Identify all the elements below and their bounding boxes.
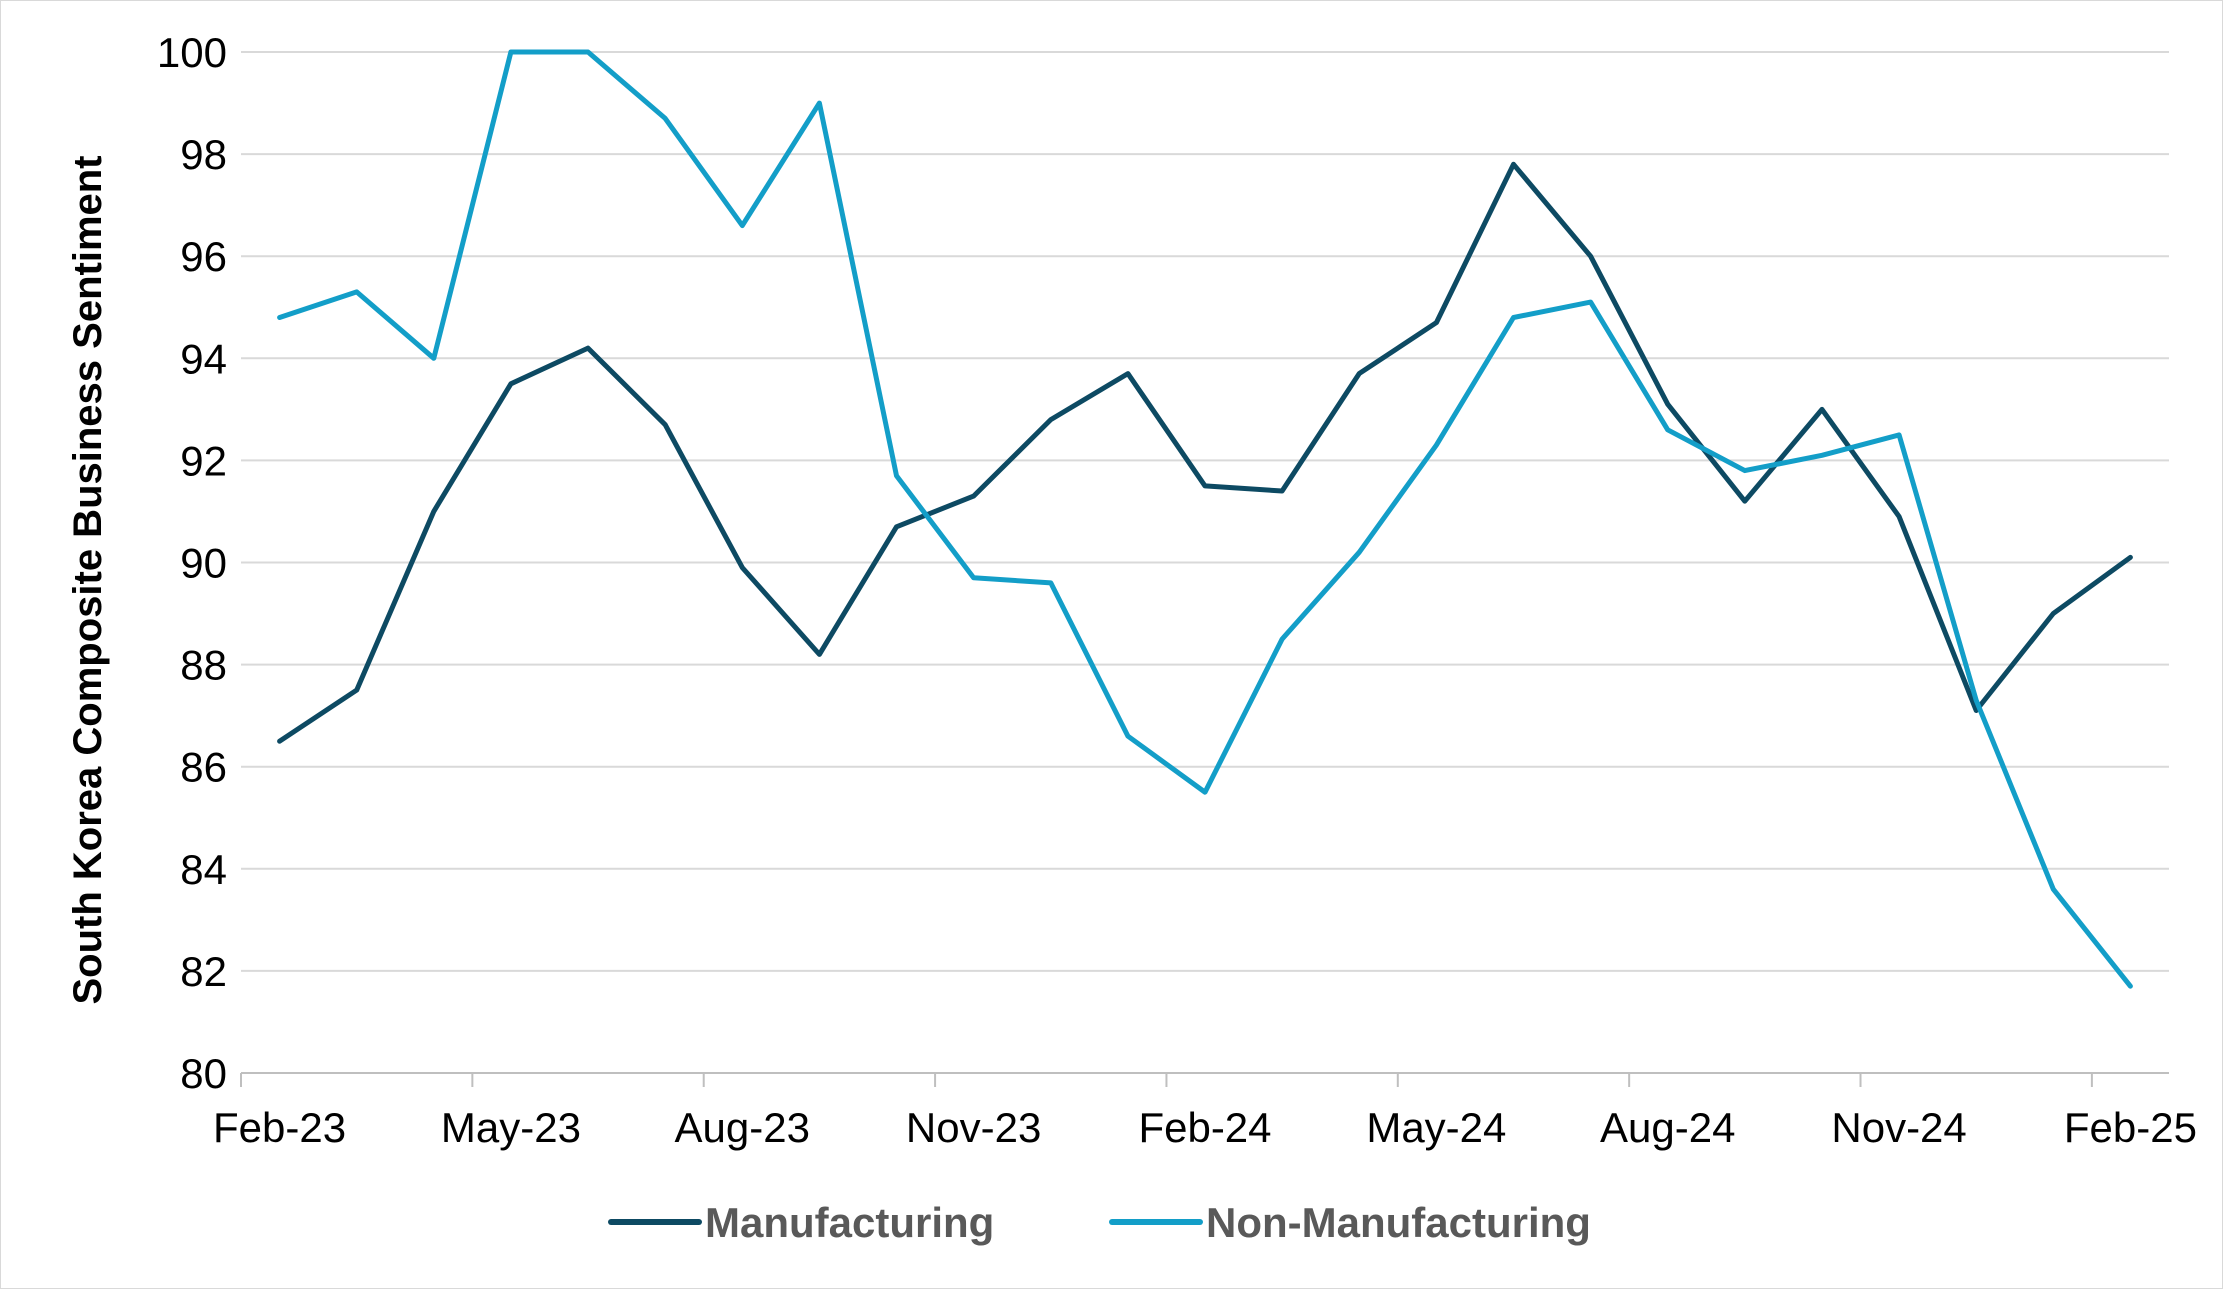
legend-label: Non-Manufacturing bbox=[1206, 1199, 1591, 1246]
x-tick-label: Feb-24 bbox=[1138, 1104, 1271, 1151]
legend-label: Manufacturing bbox=[705, 1199, 994, 1246]
x-tick-label: Aug-23 bbox=[675, 1104, 810, 1151]
y-tick-label: 82 bbox=[180, 948, 227, 995]
x-tick-label: Aug-24 bbox=[1600, 1104, 1735, 1151]
x-tick-label: Feb-23 bbox=[213, 1104, 346, 1151]
y-tick-label: 100 bbox=[157, 29, 227, 76]
y-tick-label: 94 bbox=[180, 335, 227, 382]
x-tick-label: May-23 bbox=[441, 1104, 581, 1151]
y-tick-label: 92 bbox=[180, 437, 227, 484]
x-tick-label: Feb-25 bbox=[2064, 1104, 2197, 1151]
x-tick-label: Nov-23 bbox=[906, 1104, 1041, 1151]
series-line-manufacturing bbox=[277, 161, 2133, 744]
series-lines bbox=[277, 49, 2133, 989]
y-axis-label: South Korea Composite Business Sentiment bbox=[66, 155, 110, 1004]
y-tick-label: 90 bbox=[180, 540, 227, 587]
legend: Manufacturing Non-Manufacturing bbox=[608, 1199, 1591, 1246]
series-line-non-manufacturing bbox=[277, 49, 2133, 989]
y-tick-label: 86 bbox=[180, 744, 227, 791]
x-tick-label: May-24 bbox=[1366, 1104, 1506, 1151]
y-tick-label: 98 bbox=[180, 131, 227, 178]
x-tick-label: Nov-24 bbox=[1831, 1104, 1966, 1151]
axes: 80 82 84 86 88 90 92 94 96 98 100 Feb-23 May-23 Aug-2… bbox=[157, 29, 2197, 1151]
y-tick-label: 96 bbox=[180, 233, 227, 280]
y-tick-label: 88 bbox=[180, 642, 227, 689]
gridlines bbox=[241, 51, 2169, 972]
y-tick-label: 80 bbox=[180, 1050, 227, 1097]
y-tick-label: 84 bbox=[180, 846, 227, 893]
